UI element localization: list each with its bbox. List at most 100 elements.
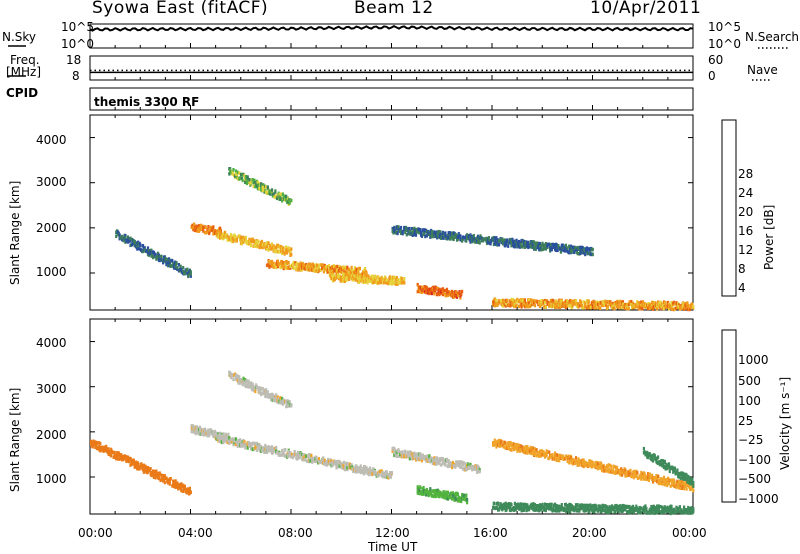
data-cell [293,450,296,454]
data-cell [574,505,578,510]
data-cell [230,234,233,239]
data-cell [259,245,262,250]
data-cell [446,497,449,501]
data-cell [649,453,652,458]
data-cell [688,307,691,312]
data-cell [656,477,659,482]
data-cell [152,470,155,475]
data-cell [393,453,396,457]
data-cell [580,248,583,253]
data-cell [478,468,481,472]
data-cell [401,231,404,236]
data-cell [412,230,415,234]
data-cell [523,508,526,512]
data-cell [588,508,591,513]
data-cell [674,470,677,475]
data-cell [648,472,651,476]
data-cell [588,459,591,463]
data-cell [538,451,542,456]
data-cell [533,503,537,507]
data-cell [250,181,253,185]
data-cell [281,192,284,196]
data-cell [657,455,660,459]
data-cell [585,248,588,253]
data-cell [210,429,213,433]
data-cell [688,484,691,489]
ytick-p-3000: 3000 [36,175,67,189]
data-cell [353,275,356,279]
data-cell [672,478,676,482]
data-cell [449,495,452,499]
data-cell [138,466,141,471]
data-cell [449,461,452,465]
data-cell [446,233,449,238]
data-cell [154,476,157,480]
data-cell [342,279,345,283]
data-cell [666,483,669,488]
data-cell [189,274,192,278]
data-cell [664,305,667,309]
data-cell [338,265,341,269]
data-cell [355,273,358,278]
data-cell [611,470,614,475]
data-cell [543,451,546,456]
data-cell [618,301,621,306]
data-cell [463,235,466,240]
data-cell [403,225,406,230]
data-cell [605,300,609,304]
data-cell [469,233,472,237]
data-cell [614,469,617,474]
data-cell [592,461,595,465]
data-cell [344,467,347,472]
data-cell [319,268,322,272]
data-cell [550,247,553,252]
data-cell [349,269,352,274]
data-cell [205,230,208,235]
data-cell [559,247,562,251]
data-cell [118,233,121,237]
data-cell [671,508,674,512]
data-cell [373,472,376,476]
data-cell [248,178,251,182]
data-cell [315,268,318,273]
data-cell [157,256,160,260]
data-cell [309,459,312,463]
data-cell [540,243,543,248]
data-cell [641,307,644,311]
data-cell [554,301,557,306]
data-cell [157,476,160,481]
data-cell [548,242,551,247]
data-cell [169,477,172,481]
ytick-v-1000: 1000 [36,472,67,486]
data-cell [497,243,501,247]
data-cell [329,274,332,278]
data-cell [190,429,193,434]
data-cell [502,506,506,511]
data-cell [285,245,288,249]
data-cell [531,451,534,456]
data-cell [505,242,508,246]
data-cell [568,304,571,308]
data-cell [428,454,431,458]
cb-vel-tick-5: −100 [738,453,771,467]
data-cell [281,199,284,203]
data-cell [656,307,659,311]
data-cell [584,252,587,257]
data-cell [552,302,555,306]
data-cell [315,455,318,460]
data-cell [134,241,137,245]
data-cell [199,223,202,228]
data-cell [306,459,309,463]
data-cell [533,452,537,456]
data-cell [99,441,102,446]
data-cell [170,263,173,268]
data-cell [677,472,681,476]
data-cell [125,455,128,459]
data-cell [582,306,585,310]
data-cell [435,461,439,465]
data-cell [543,505,546,509]
data-cell [355,466,358,470]
data-cell [576,503,579,507]
data-cell [510,243,513,248]
data-cell [508,447,511,452]
